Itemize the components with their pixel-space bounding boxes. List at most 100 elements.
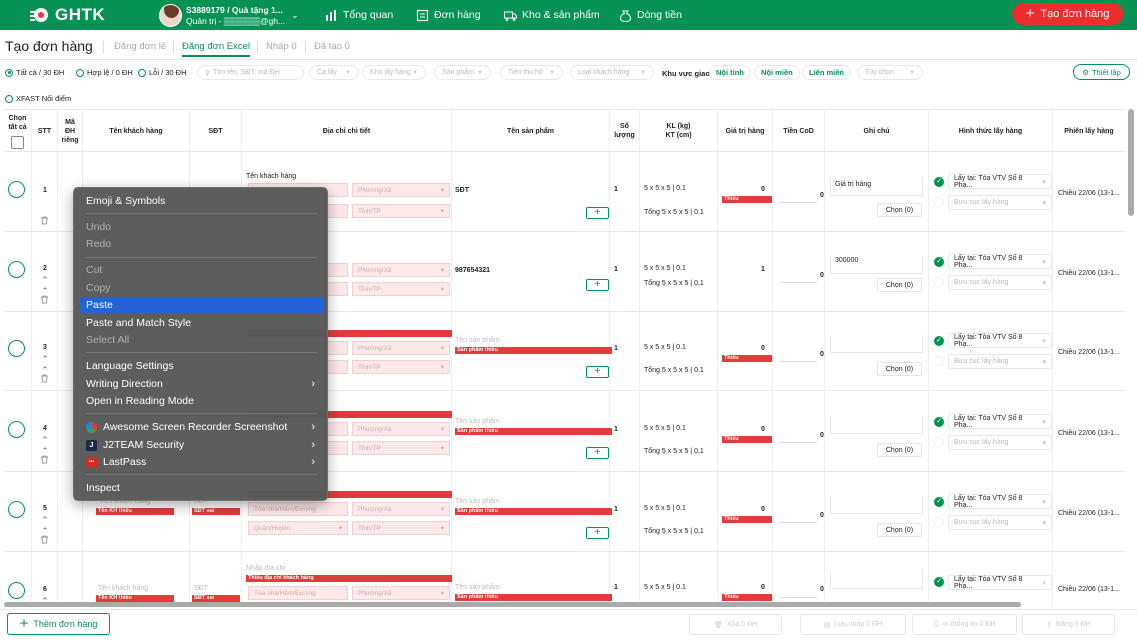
- menu-copy[interactable]: Copy: [86, 282, 111, 294]
- create-order-button[interactable]: + Tạo đơn hàng: [1012, 3, 1123, 25]
- filter-all[interactable]: Tất cả / 30 ĐH: [5, 68, 64, 77]
- account-switcher[interactable]: S3889179 / Quà tặng 1... Quản trị - ▒▒▒▒…: [159, 3, 301, 28]
- trash-icon[interactable]: [40, 374, 49, 383]
- xfast-option[interactable]: XFAST Nối điểm: [5, 94, 71, 103]
- ward-select[interactable]: Phường/Xã ▾: [352, 341, 450, 355]
- pickup-office-select[interactable]: Bưu cục lấy hàng ▾: [948, 195, 1052, 210]
- add-order-button[interactable]: + Thêm đơn hàng: [7, 613, 110, 635]
- select-button[interactable]: Chọn (0): [877, 362, 922, 376]
- phone-input[interactable]: SĐT: [194, 498, 208, 505]
- customer-name-input[interactable]: Tên khách hàng: [100, 498, 151, 505]
- pickup-office-select[interactable]: Bưu cục lấy hàng ▾: [948, 275, 1052, 290]
- filter-tuy-chon[interactable]: Tùy chọn ▼: [857, 65, 923, 80]
- note-textarea[interactable]: [830, 256, 923, 274]
- address-street-field[interactable]: Tòa nhà/Hẻm/Đường: [248, 586, 348, 600]
- pickup-session[interactable]: Chiều 22/06 (13-1...: [1058, 270, 1120, 277]
- add-product-button[interactable]: +: [586, 207, 609, 219]
- menu-cut[interactable]: Cut: [86, 264, 103, 276]
- tab-da-tao[interactable]: Đã tạo 0: [314, 41, 350, 52]
- nav-don-hang[interactable]: Đơn hàng: [416, 0, 481, 30]
- row-select-radio[interactable]: [8, 181, 25, 198]
- post-orders-button[interactable]: ⇧ Đăng 0 ĐH: [1022, 614, 1115, 635]
- province-select[interactable]: Tỉnh/TP ▾: [352, 521, 450, 535]
- radio-icon[interactable]: [934, 197, 944, 207]
- vertical-scrollbar[interactable]: [1127, 109, 1135, 606]
- filter-ca-lay[interactable]: Ca lấy ▼: [309, 65, 359, 80]
- filter-san-pham[interactable]: Sản phẩm ▼: [434, 65, 491, 80]
- pickup-session[interactable]: Chiều 22/06 (13-1...: [1058, 510, 1120, 517]
- note-value[interactable]: Giá trị hàng: [835, 181, 872, 188]
- province-select[interactable]: Tỉnh/TP ▾: [352, 441, 450, 455]
- district-select[interactable]: Quận/Huyện ▾: [248, 521, 348, 535]
- trash-icon[interactable]: [40, 455, 49, 464]
- add-product-button[interactable]: +: [586, 447, 609, 459]
- radio-icon[interactable]: [934, 277, 944, 287]
- collapse-icon[interactable]: ⌃⌃: [41, 435, 49, 456]
- print-info-button[interactable]: ⎙ In thông tin 0 ĐH: [912, 614, 1017, 635]
- add-product-button[interactable]: +: [586, 527, 609, 539]
- note-textarea[interactable]: [830, 335, 923, 353]
- pickup-session[interactable]: Chiều 22/06 (13-1...: [1058, 190, 1120, 197]
- filter-tien-thu-ho[interactable]: Tiền thu hộ ▼: [500, 65, 563, 80]
- select-all-checkbox[interactable]: [11, 135, 24, 149]
- tab-nhap[interactable]: Nháp 0: [266, 41, 297, 52]
- add-product-button[interactable]: +: [586, 366, 609, 378]
- address-input[interactable]: Nhập địa chỉ: [246, 565, 285, 572]
- select-button[interactable]: Chọn (0): [877, 278, 922, 292]
- ward-select[interactable]: Phường/Xã ▾: [352, 183, 450, 197]
- pickup-method-select[interactable]: Lấy tại: Tòa VTV Số 8 Phạ... ▾: [948, 575, 1052, 590]
- menu-emoji-symbols[interactable]: Emoji & Symbols: [86, 195, 166, 207]
- filter-valid[interactable]: Hợp lệ / 0 ĐH: [76, 68, 133, 77]
- menu-language-settings[interactable]: Language Settings: [86, 360, 174, 372]
- note-textarea[interactable]: [830, 571, 923, 589]
- menu-paste[interactable]: Paste: [79, 297, 324, 313]
- menu-reading-mode[interactable]: Open in Reading Mode: [86, 395, 194, 407]
- select-button[interactable]: Chọn (0): [877, 203, 922, 217]
- product-name-input[interactable]: Tên sản phẩm: [455, 418, 500, 425]
- collapse-icon[interactable]: ⌃⌃: [41, 515, 49, 536]
- menu-redo[interactable]: Redo: [86, 238, 112, 250]
- setup-button[interactable]: ⚙ Thiết lập: [1073, 64, 1130, 80]
- filter-kho-lay-hang[interactable]: Kho lấy hàng ▼: [362, 65, 426, 80]
- zone-noi-tinh[interactable]: Nội tỉnh: [709, 65, 751, 80]
- zone-noi-mien[interactable]: Nội miền: [754, 65, 800, 80]
- product-name-input[interactable]: Tên sản phẩm: [455, 584, 500, 591]
- address-street-field[interactable]: Tòa nhà/Hẻm/Đường: [248, 502, 348, 516]
- customer-name-input[interactable]: Tên khách hàng: [98, 585, 149, 592]
- province-select[interactable]: Tỉnh/TP ▾: [352, 282, 450, 296]
- nav-dong-tien[interactable]: Dòng tiền: [619, 0, 682, 30]
- radio-icon[interactable]: [934, 437, 944, 447]
- phone-input[interactable]: SĐT: [194, 585, 208, 592]
- product-name-input[interactable]: Tên sản phẩm: [455, 337, 500, 344]
- province-select[interactable]: Tỉnh/TP ▾: [352, 204, 450, 218]
- add-product-button[interactable]: +: [586, 279, 609, 291]
- filter-loai-khach-hang[interactable]: Loại khách hàng ▼: [570, 65, 654, 80]
- trash-icon[interactable]: [40, 535, 49, 544]
- filter-error[interactable]: Lỗi / 30 ĐH: [138, 68, 187, 77]
- ward-select[interactable]: Phường/Xã ▾: [352, 422, 450, 436]
- delete-orders-button[interactable]: 🗑 Xóa 0 ĐH: [689, 614, 782, 635]
- menu-writing-direction[interactable]: Writing Direction ›: [86, 378, 315, 390]
- pickup-office-select[interactable]: Bưu cục lấy hàng ▾: [948, 435, 1052, 450]
- note-textarea[interactable]: [830, 496, 923, 514]
- row-select-radio[interactable]: [8, 582, 25, 599]
- row-select-radio[interactable]: [8, 501, 25, 518]
- menu-paste-match-style[interactable]: Paste and Match Style: [86, 317, 192, 329]
- collapse-icon[interactable]: ⌃⌃: [41, 596, 49, 606]
- note-value[interactable]: 300000: [835, 257, 859, 264]
- select-button[interactable]: Chọn (0): [877, 523, 922, 537]
- row-select-radio[interactable]: [8, 340, 25, 357]
- save-draft-button[interactable]: ▤ Lưu nháp 0 ĐH: [800, 614, 906, 635]
- pickup-session[interactable]: Chiều 22/06 (13-1...: [1058, 586, 1120, 593]
- tab-dang-don-excel[interactable]: Đăng đơn Excel: [182, 41, 251, 57]
- pickup-office-select[interactable]: Bưu cục lấy hàng ▾: [948, 354, 1052, 369]
- menu-awesome-recorder[interactable]: Awesome Screen Recorder Screenshot ›: [79, 419, 324, 435]
- pickup-method-select[interactable]: Lấy tại: Tòa VTV Số 8 Phạ... ▾: [948, 174, 1052, 189]
- nav-kho-san-pham[interactable]: Kho & sản phẩm: [504, 0, 600, 30]
- menu-inspect[interactable]: Inspect: [86, 482, 120, 494]
- select-button[interactable]: Chọn (0): [877, 443, 922, 457]
- tab-dang-don-le[interactable]: Đăng đơn lẻ: [114, 41, 167, 52]
- menu-j2team-security[interactable]: J J2TEAM Security ›: [79, 437, 324, 453]
- radio-icon[interactable]: [934, 517, 944, 527]
- pickup-session[interactable]: Chiều 22/06 (13-1...: [1058, 430, 1120, 437]
